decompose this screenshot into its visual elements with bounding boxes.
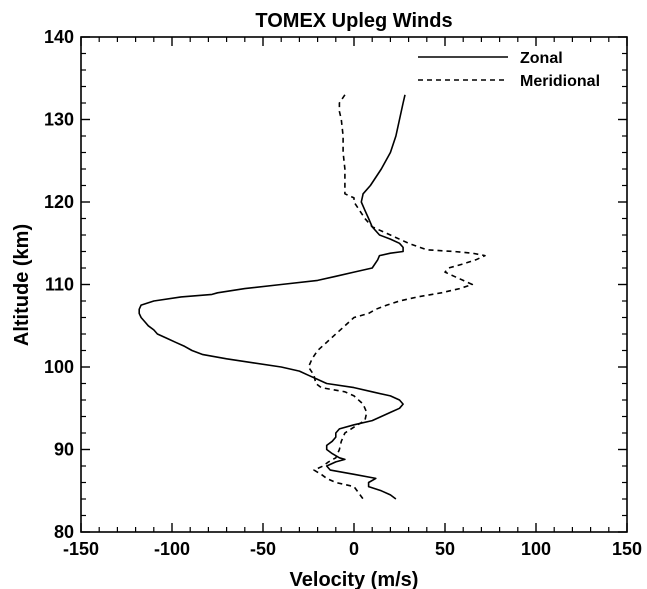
series-layer [138,94,486,500]
y-tick-label: 140 [44,27,74,47]
y-tick-label: 80 [54,522,74,542]
x-tick-labels: -150 -100 -50 0 50 100 150 [63,539,642,559]
legend: Zonal Meridional [418,50,600,90]
x-tick-label: -50 [250,539,276,559]
y-tick-label: 90 [54,440,74,460]
series-line-zonal [138,94,406,500]
chart-title: TOMEX Upleg Winds [255,10,452,32]
x-tick-label: -100 [154,539,190,559]
plot-frame [80,36,628,533]
y-tick-label: 100 [44,357,74,377]
plot-border [80,36,628,533]
x-tick-label: 50 [435,539,455,559]
y-axis-label: Altitude (km) [11,224,33,346]
x-tick-label: 0 [349,539,359,559]
x-tick-label: 100 [521,539,551,559]
y-tick-label: 110 [45,275,74,295]
x-axis-label: Velocity (m/s) [290,569,419,589]
legend-label-meridional: Meridional [520,73,600,90]
legend-label-zonal: Zonal [520,50,563,67]
y-tick-label: 120 [44,192,74,212]
series-line-meridional [307,94,486,500]
x-tick-label: -150 [63,539,99,559]
y-tick-label: 130 [44,110,74,130]
y-tick-labels: 80 90 100 110 120 130 140 [44,27,74,542]
x-tick-label: 150 [612,539,642,559]
axis-ticks [80,36,628,533]
